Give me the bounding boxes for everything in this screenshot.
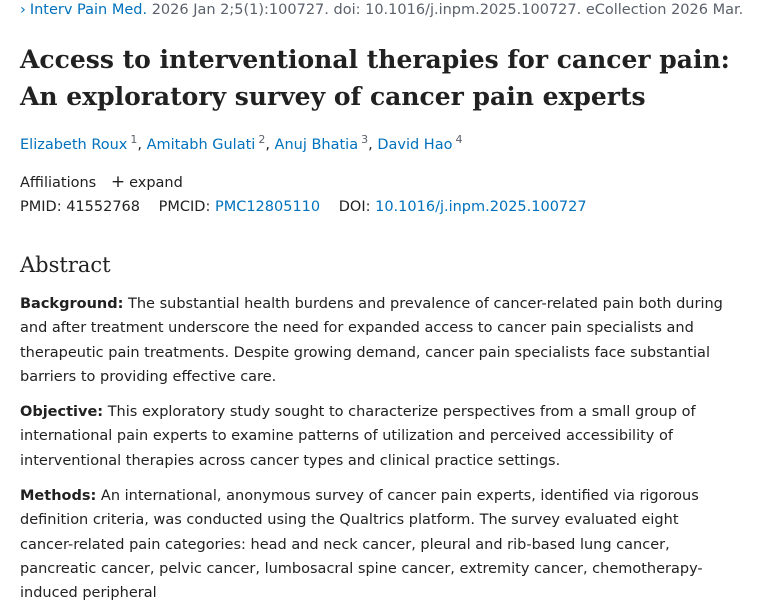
expand-label: expand [129,175,183,191]
author-link[interactable]: Elizabeth Roux [20,137,128,153]
pmid-value: 41552768 [66,199,141,215]
author-separator: , [137,137,142,153]
journal-link[interactable]: Interv Pain Med. [29,2,148,18]
article-page: › Interv Pain Med. 2026 Jan 2;5(1):100727… [20,2,743,601]
abstract-heading: Abstract [20,253,111,277]
abstract-objective: Objective: This exploratory study sought… [20,400,734,473]
author-affiliation-number[interactable]: 4 [455,133,463,146]
background-label: Background: [20,296,124,312]
author-affiliation-number[interactable]: 2 [258,133,266,146]
author-affiliation-number[interactable]: 1 [130,133,138,146]
author-link[interactable]: Amitabh Gulati [146,137,256,153]
abstract-background: Background: The substantial health burde… [20,292,734,389]
affiliations-expand-button[interactable]: + expand [110,172,183,192]
affiliations-row: Affiliations + expand [20,172,183,192]
title-line-2: An exploratory survey of cancer pain exp… [20,82,646,111]
author-list: Elizabeth Roux 1, Amitabh Gulati 2, Anuj B… [20,133,462,153]
abstract-methods: Methods: An international, anonymous sur… [20,484,734,605]
pmid-label: PMID: [20,199,62,215]
page-title: Access to interventional therapies for c… [20,41,740,115]
doi-label: DOI: [338,199,371,215]
pmcid-label: PMCID: [158,199,211,215]
author-link[interactable]: David Hao [377,137,453,153]
methods-label: Methods: [20,488,97,504]
objective-label: Objective: [20,404,104,420]
citation-details: 2026 Jan 2;5(1):100727. doi: 10.1016/j.i… [151,2,744,18]
pmcid-link[interactable]: PMC12805110 [214,199,321,215]
chevron-right-icon[interactable]: › [20,2,26,18]
title-line-1: Access to interventional therapies for c… [20,45,730,74]
doi-link[interactable]: 10.1016/j.inpm.2025.100727 [375,199,587,215]
author-separator: , [265,137,270,153]
affiliations-label: Affiliations [20,175,97,191]
objective-text: This exploratory study sought to charact… [20,404,696,469]
citation-line: › Interv Pain Med. 2026 Jan 2;5(1):100727… [20,2,743,18]
background-text: The substantial health burdens and preva… [20,296,723,385]
plus-icon: + [110,172,126,192]
author-affiliation-number[interactable]: 3 [361,133,369,146]
author-separator: , [368,137,373,153]
methods-text: An international, anonymous survey of ca… [20,488,703,602]
identifiers-row: PMID: 41552768 PMCID: PMC12805110 DOI: 1… [20,199,587,215]
author-link[interactable]: Anuj Bhatia [274,137,359,153]
